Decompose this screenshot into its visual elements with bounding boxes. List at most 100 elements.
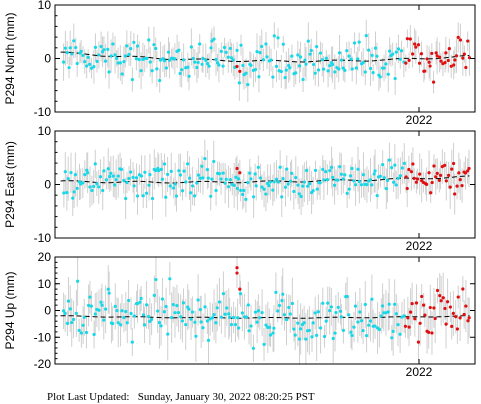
- data-point: [122, 178, 126, 183]
- data-point: [127, 52, 131, 57]
- data-point: [187, 307, 191, 311]
- recent-data-point: [235, 266, 239, 270]
- data-point: [315, 187, 319, 191]
- recent-data-point: [435, 171, 439, 175]
- data-point: [339, 172, 343, 176]
- data-point: [262, 342, 266, 347]
- data-point: [200, 62, 204, 66]
- data-point: [222, 45, 227, 50]
- data-point: [148, 173, 152, 177]
- data-point: [210, 39, 214, 43]
- data-point: [125, 44, 129, 48]
- data-point: [75, 61, 79, 66]
- data-point: [282, 313, 287, 317]
- data-point: [129, 170, 133, 174]
- data-point: [368, 319, 373, 323]
- recent-data-point: [438, 55, 442, 59]
- data-point: [306, 184, 310, 188]
- data-point: [240, 311, 245, 315]
- recent-data-point: [405, 186, 409, 191]
- data-point: [178, 173, 183, 177]
- data-point: [97, 308, 101, 312]
- recent-data-point: [456, 295, 460, 299]
- data-point: [332, 183, 337, 187]
- data-point: [191, 184, 195, 188]
- data-point: [132, 184, 136, 188]
- y-tick-label: -10: [34, 231, 52, 245]
- data-point: [296, 53, 300, 57]
- recent-data-point: [440, 165, 444, 169]
- data-point: [244, 315, 248, 319]
- data-point: [341, 177, 345, 181]
- data-point: [287, 305, 291, 310]
- data-point: [132, 40, 136, 44]
- data-point: [347, 187, 351, 191]
- data-point: [221, 171, 225, 175]
- y-tick-label: 10: [38, 0, 52, 12]
- recent-data-point: [235, 166, 239, 171]
- data-point: [370, 53, 374, 57]
- recent-data-point: [407, 325, 411, 329]
- recent-data-point: [461, 287, 465, 291]
- data-point: [324, 56, 328, 60]
- data-point: [217, 172, 221, 176]
- data-point: [162, 162, 167, 166]
- data-point: [239, 188, 243, 193]
- recent-data-point: [424, 182, 429, 186]
- data-point: [83, 172, 87, 177]
- data-point: [167, 58, 172, 62]
- data-point: [142, 323, 147, 327]
- y-axis-title: P294 North (mm): [3, 12, 17, 104]
- data-point: [198, 308, 202, 312]
- data-point: [378, 174, 382, 178]
- recent-data-point: [429, 191, 433, 195]
- data-point: [237, 81, 241, 85]
- data-point: [348, 174, 353, 178]
- recent-data-point: [454, 54, 459, 58]
- data-point: [339, 58, 344, 62]
- data-point: [262, 187, 266, 191]
- data-point: [399, 49, 404, 53]
- data-point: [214, 188, 218, 193]
- data-point: [390, 165, 394, 170]
- recent-data-point: [462, 312, 466, 317]
- data-point: [302, 180, 306, 184]
- footer-timestamp: Sunday, January 30, 2022 08:20:25 PST: [137, 391, 315, 403]
- data-point: [272, 34, 276, 38]
- data-point: [108, 174, 112, 179]
- data-point: [187, 74, 191, 78]
- data-point: [307, 328, 311, 333]
- data-point: [402, 314, 406, 318]
- data-point: [74, 45, 78, 50]
- data-point: [318, 51, 323, 55]
- recent-data-point: [467, 166, 471, 171]
- data-point: [246, 82, 250, 87]
- data-point: [189, 191, 193, 195]
- data-point: [280, 299, 284, 303]
- data-point: [251, 346, 256, 350]
- data-point: [267, 325, 271, 329]
- data-point: [361, 60, 365, 65]
- data-point: [201, 176, 205, 180]
- recent-data-point: [446, 58, 450, 63]
- data-point: [164, 66, 168, 70]
- data-point: [256, 309, 260, 313]
- recent-data-point: [448, 185, 452, 189]
- data-point: [260, 185, 264, 189]
- recent-data-point: [439, 59, 443, 63]
- data-point: [280, 195, 284, 199]
- data-point: [343, 68, 347, 72]
- recent-data-point: [444, 322, 448, 326]
- recent-data-point: [411, 162, 415, 166]
- data-point: [65, 321, 69, 325]
- data-point: [144, 191, 149, 195]
- data-point: [360, 319, 364, 323]
- data-point: [258, 316, 262, 320]
- data-point: [358, 310, 362, 314]
- data-point: [390, 336, 394, 340]
- data-point: [118, 323, 123, 327]
- data-point: [246, 181, 250, 185]
- data-point: [235, 186, 239, 191]
- recent-data-point: [454, 315, 458, 319]
- data-point: [322, 178, 326, 182]
